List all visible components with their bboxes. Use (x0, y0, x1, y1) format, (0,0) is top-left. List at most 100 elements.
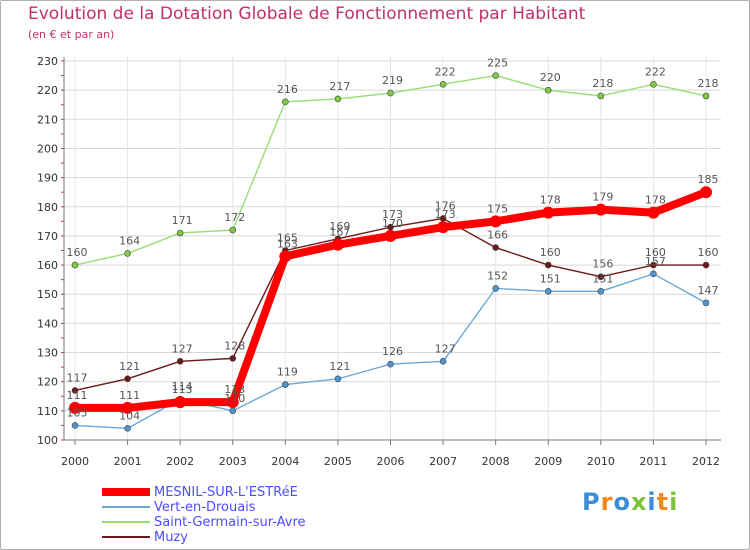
legend-swatch (102, 521, 150, 523)
data-label: 121 (329, 360, 350, 373)
y-tick-label: 100 (37, 434, 58, 447)
logo-letter: i (669, 488, 679, 516)
data-label: 220 (540, 71, 561, 84)
data-point (124, 425, 131, 432)
data-label: 121 (119, 360, 140, 373)
plot-area (64, 57, 721, 440)
data-point (387, 360, 394, 368)
series-layer (69, 72, 712, 432)
data-label: 169 (329, 220, 350, 233)
data-point (492, 244, 499, 251)
axes: 100 110 120 130 140 150 160 170 180 190 200 210 220 2… (37, 55, 721, 468)
data-label: 178 (540, 194, 561, 207)
data-point (439, 81, 447, 88)
data-point (594, 203, 607, 216)
data-label: 164 (119, 234, 140, 247)
data-point (334, 95, 342, 103)
data-label: 185 (698, 173, 719, 186)
legend-swatch (102, 488, 150, 496)
legend-label: Saint-Germain-sur-Avre (154, 515, 306, 530)
data-label: 225 (487, 57, 508, 70)
data-point (650, 81, 657, 88)
data-label: 218 (592, 77, 613, 90)
y-tick-label: 140 (37, 317, 58, 330)
logo-letter: P (582, 488, 601, 516)
data-point (700, 186, 712, 199)
data-label: 117 (67, 371, 88, 384)
x-tick-label: 2011 (639, 455, 667, 468)
data-point (71, 387, 79, 394)
grid-lines (64, 57, 721, 441)
data-label: 105 (67, 406, 88, 419)
data-point (174, 396, 187, 409)
data-label: 151 (540, 272, 561, 285)
data-label: 156 (592, 258, 613, 271)
x-tick-label: 2012 (692, 455, 720, 468)
data-label: 165 (277, 232, 298, 245)
y-tick-label: 110 (37, 405, 58, 418)
data-point (176, 229, 184, 237)
data-point (334, 375, 342, 383)
data-label: 152 (487, 269, 508, 282)
data-label: 128 (224, 339, 245, 352)
x-tick-label: 2001 (114, 455, 142, 468)
y-tick-label: 120 (37, 376, 58, 389)
data-label: 222 (435, 65, 456, 78)
data-point (597, 288, 605, 295)
data-label: 176 (435, 199, 456, 212)
y-tick-label: 190 (37, 172, 58, 185)
data-label: 163 (277, 237, 298, 250)
x-tick-label: 2010 (587, 455, 615, 468)
legend-swatch (102, 506, 150, 508)
data-label: 147 (698, 284, 719, 297)
proxiti-logo: Proxiti (582, 488, 678, 516)
data-label: 113 (172, 383, 193, 396)
data-point (542, 206, 555, 219)
data-label: 179 (592, 191, 613, 204)
x-tick-label: 2004 (271, 455, 299, 468)
data-label: 160 (698, 246, 719, 259)
data-label: 222 (645, 65, 666, 78)
data-point (597, 92, 605, 100)
data-label: 216 (277, 83, 298, 96)
x-tick-label: 2002 (166, 455, 194, 468)
x-tick-label: 2007 (429, 455, 457, 468)
data-point (544, 86, 552, 94)
data-point (226, 396, 239, 409)
data-label: 166 (487, 229, 508, 242)
data-label: 160 (540, 246, 561, 259)
data-label: 175 (487, 202, 508, 215)
data-point (702, 299, 710, 307)
chart-title: Evolution de la Dotation Globale de Fonc… (28, 4, 586, 24)
data-point (489, 215, 502, 228)
y-tick-label: 160 (37, 259, 58, 272)
data-point (176, 357, 184, 365)
y-tick-label: 200 (37, 142, 58, 155)
data-label: 110 (224, 392, 245, 405)
data-point (124, 375, 131, 383)
data-point (121, 401, 134, 414)
x-tick-label: 2009 (534, 455, 562, 468)
data-label: 160 (645, 246, 666, 259)
data-point (647, 206, 660, 219)
data-label: 127 (172, 342, 193, 355)
data-point (384, 229, 397, 242)
data-point (439, 357, 447, 365)
data-label: 111 (119, 389, 140, 402)
data-point (279, 250, 292, 263)
data-label: 178 (645, 194, 666, 207)
data-label: 217 (329, 80, 350, 93)
data-label: 157 (645, 255, 666, 268)
data-label: 151 (592, 272, 613, 285)
y-tick-label: 150 (37, 288, 58, 301)
x-tick-label: 2006 (377, 455, 405, 468)
y-tick-label: 210 (37, 113, 58, 126)
data-point (71, 422, 79, 429)
data-point (331, 238, 344, 251)
data-label: 119 (277, 366, 298, 379)
data-label: 113 (224, 383, 245, 396)
y-tick-label: 170 (37, 230, 58, 243)
data-point (229, 226, 237, 234)
data-point (437, 221, 450, 234)
